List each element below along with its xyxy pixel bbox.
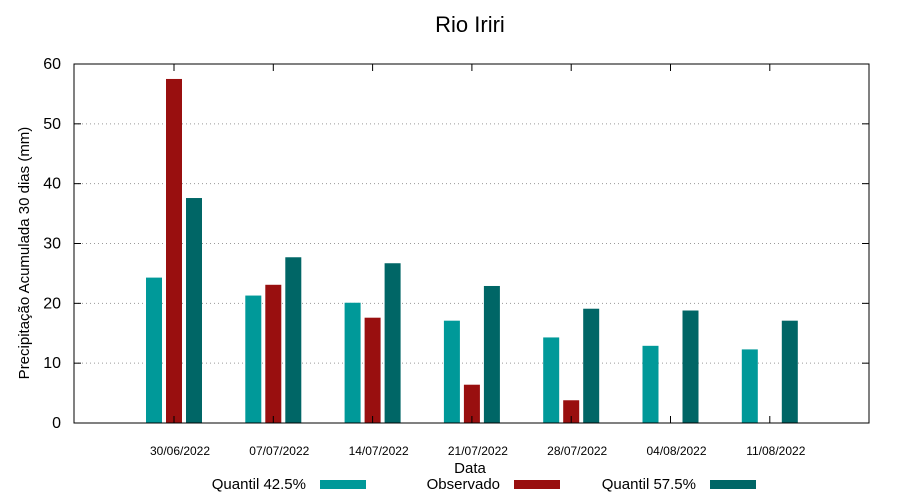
legend-label: Quantil 57.5% <box>602 476 696 493</box>
x-axis-ticks: 30/06/2022 07/07/2022 14/07/2022 21/07/2022… <box>150 64 806 458</box>
x-tick-label: 21/07/2022 <box>448 444 508 458</box>
legend-swatch <box>710 480 756 489</box>
bar-observado <box>166 78 182 423</box>
bar-quantil-57-5- <box>583 308 600 423</box>
bar-quantil-57-5- <box>781 320 798 423</box>
bar-quantil-42-5- <box>245 295 262 423</box>
y-axis-label: Precipitação Acumulada 30 dias (mm) <box>16 127 33 380</box>
x-tick-label: 30/06/2022 <box>150 444 210 458</box>
bar-quantil-57-5- <box>384 263 401 423</box>
bar-quantil-42-5- <box>642 345 659 423</box>
x-tick-label: 04/08/2022 <box>646 444 706 458</box>
y-tick-label: 20 <box>43 295 61 312</box>
y-tick-label: 50 <box>43 116 61 133</box>
grid-lines <box>74 123 869 364</box>
legend-label: Observado <box>427 476 500 493</box>
y-axis-ticks: 0 10 20 30 40 50 60 <box>43 56 869 432</box>
x-tick-label: 11/08/2022 <box>746 444 805 458</box>
bars <box>146 78 798 423</box>
bar-quantil-57-5- <box>186 198 202 423</box>
bar-observado <box>265 284 282 423</box>
bar-quantil-42-5- <box>543 337 560 423</box>
legend-swatch <box>320 480 366 489</box>
bar-observado <box>563 400 580 423</box>
y-tick-label: 0 <box>52 415 61 432</box>
bar-observado <box>463 384 480 423</box>
legend: Quantil 42.5% Observado Quantil 57.5% <box>212 476 756 493</box>
bar-observado <box>364 317 381 423</box>
chart-title: Rio Iriri <box>435 12 505 37</box>
x-tick-label: 14/07/2022 <box>349 444 409 458</box>
y-tick-label: 30 <box>43 236 61 253</box>
bar-quantil-42-5- <box>344 302 361 423</box>
y-tick-label: 10 <box>43 355 61 372</box>
legend-label: Quantil 42.5% <box>212 476 306 493</box>
legend-swatch <box>514 480 560 489</box>
bar-quantil-42-5- <box>443 320 460 423</box>
y-tick-label: 60 <box>43 56 61 73</box>
y-tick-label: 40 <box>43 176 61 193</box>
x-axis-label: Data <box>454 460 486 477</box>
x-tick-label: 07/07/2022 <box>249 444 309 458</box>
bar-quantil-57-5- <box>285 257 302 423</box>
bar-quantil-57-5- <box>483 285 500 423</box>
x-tick-label: 28/07/2022 <box>547 444 607 458</box>
bar-quantil-42-5- <box>741 349 758 423</box>
bar-quantil-42-5- <box>146 277 162 423</box>
bar-quantil-57-5- <box>682 310 699 423</box>
